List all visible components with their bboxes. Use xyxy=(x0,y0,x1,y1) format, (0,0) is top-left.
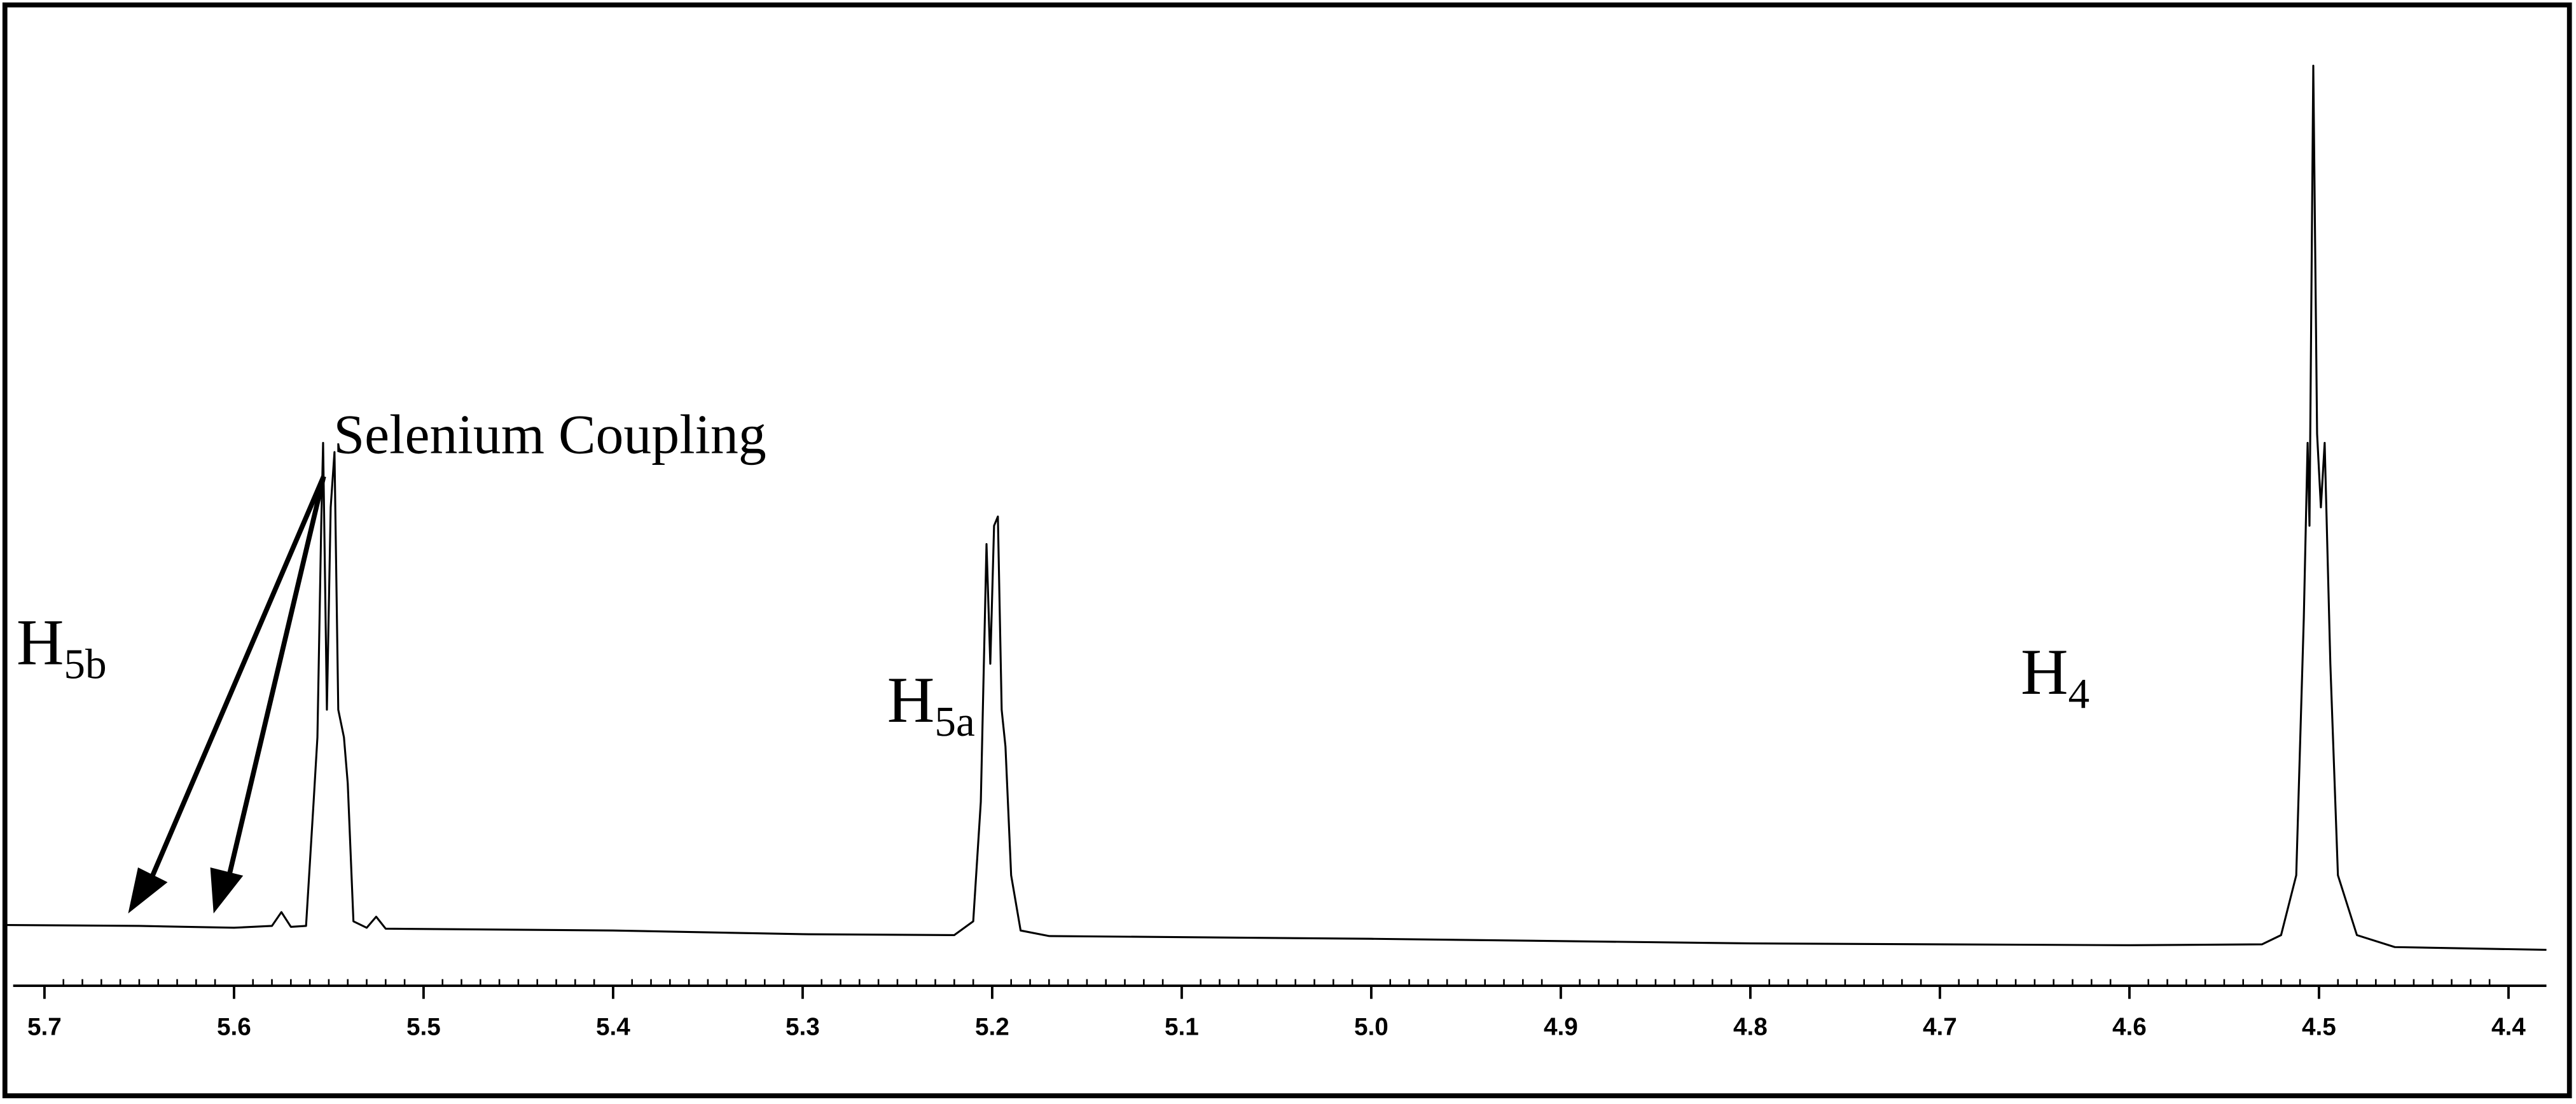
annotation: H4 xyxy=(2021,636,2089,718)
x-tick-label: 5.0 xyxy=(1354,1013,1388,1040)
annotation-subscript: 5b xyxy=(64,640,106,688)
annotation: Selenium Coupling xyxy=(333,403,766,465)
arrow-head xyxy=(210,867,244,914)
x-tick-label: 5.1 xyxy=(1165,1013,1199,1040)
x-tick-label: 5.5 xyxy=(406,1013,441,1040)
annotation-main: H xyxy=(17,606,64,679)
x-tick-label: 5.2 xyxy=(975,1013,1009,1040)
x-tick-label: 5.7 xyxy=(27,1013,62,1040)
x-tick-label: 4.5 xyxy=(2302,1013,2336,1040)
annotation: H5b xyxy=(17,606,107,688)
x-tick-label: 4.9 xyxy=(1544,1013,1578,1040)
x-tick-label: 4.8 xyxy=(1733,1013,1768,1040)
x-tick-label: 4.4 xyxy=(2491,1013,2526,1040)
annotation-main: H xyxy=(887,664,935,736)
x-tick-label: 5.4 xyxy=(596,1013,630,1040)
x-tick-label: 4.7 xyxy=(1923,1013,1957,1040)
spectrum-line xyxy=(6,64,2547,951)
arrow-head xyxy=(128,867,168,914)
annotation-subscript: 5a xyxy=(934,698,974,745)
x-tick-label: 4.6 xyxy=(2112,1013,2147,1040)
annotation-subscript: 4 xyxy=(2068,670,2090,717)
annotation: H5a xyxy=(887,664,975,746)
x-tick-label: 5.3 xyxy=(786,1013,820,1040)
arrow-shaft xyxy=(149,475,326,880)
arrow-shaft xyxy=(226,476,326,880)
annotation-main: H xyxy=(2021,636,2068,708)
x-tick-label: 5.6 xyxy=(217,1013,251,1040)
